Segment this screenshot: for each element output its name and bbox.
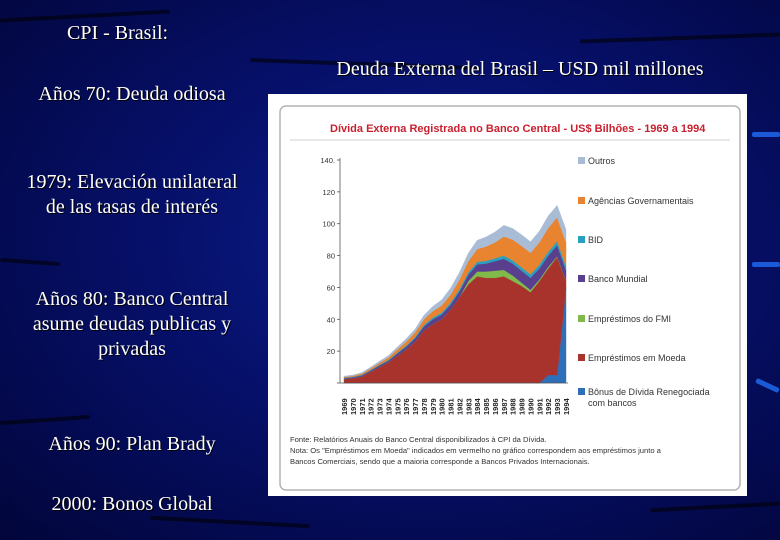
- x-tick-label: 1971: [358, 398, 367, 415]
- x-tick-label: 1974: [384, 397, 393, 415]
- x-tick-label: 1984: [473, 397, 482, 415]
- legend-swatch: [578, 388, 585, 395]
- x-tick-label: 1973: [376, 398, 385, 415]
- y-tick-label: 20: [327, 347, 335, 356]
- x-tick-label: 1989: [518, 398, 527, 415]
- legend-swatch: [578, 315, 585, 322]
- series-area-outros: [343, 205, 567, 378]
- chart-title: Dívida Externa Registrada no Banco Centr…: [330, 123, 706, 135]
- x-tick-label: 1980: [438, 398, 447, 415]
- background-streak: [150, 515, 310, 529]
- legend-label: Empréstimos em Moeda: [588, 353, 686, 363]
- background-streak: [579, 32, 780, 44]
- legend-swatch: [578, 197, 585, 204]
- bullet-item: Años 90: Plan Brady: [48, 433, 216, 455]
- y-tick-label: 140.: [320, 156, 335, 165]
- chart-legend: Outros Agências Governamentais BID Banco Mu…: [578, 156, 710, 408]
- y-tick-label: 60: [327, 283, 335, 292]
- bullet-item: 1979: Elevación unilateral de las tasas …: [26, 171, 238, 218]
- y-tick-label: 120: [322, 188, 335, 197]
- x-tick-label: 1987: [500, 398, 509, 415]
- legend-swatch: [578, 157, 585, 164]
- bullet-item: 2000: Bonos Global: [51, 493, 213, 515]
- x-tick-label: 1983: [464, 398, 473, 415]
- x-tick-label: 1985: [482, 398, 491, 415]
- background-streak: [649, 501, 780, 513]
- y-tick-label: 100: [322, 220, 335, 229]
- x-tick-label: 1972: [367, 398, 376, 415]
- legend-label: Agências Governamentais: [588, 196, 694, 206]
- background-streak: [0, 9, 170, 23]
- legend-label: Banco Mundial: [588, 274, 648, 284]
- x-tick-label: 1977: [411, 398, 420, 415]
- chart-note-line: Fonte: Relatórios Anuais do Banco Centra…: [290, 435, 547, 444]
- x-tick-label: 1979: [429, 398, 438, 415]
- legend-label: Empréstimos do FMI: [588, 314, 671, 324]
- bullet-item: Años 80: Banco Central asume deudas publ…: [32, 288, 232, 360]
- x-tick-label: 1969: [340, 398, 349, 415]
- background-streak: [755, 377, 780, 394]
- background-streak: [752, 262, 780, 267]
- legend-swatch: [578, 236, 585, 243]
- y-tick-label: 80: [327, 252, 335, 261]
- x-tick-label: 1970: [349, 398, 358, 415]
- x-tick-label: 1992: [544, 398, 553, 415]
- legend-swatch: [578, 354, 585, 361]
- legend-label: Bônus de Dívida Renegociada: [588, 387, 710, 397]
- bullet-item: Años 70: Deuda odiosa: [38, 83, 226, 105]
- chart-note-line: Nota: Os "Empréstimos em Moeda" indicado…: [290, 446, 662, 455]
- x-tick-label: 1994: [562, 397, 571, 415]
- legend-label: com bancos: [588, 398, 637, 408]
- background-streak: [0, 414, 91, 426]
- x-tick-label: 1990: [526, 398, 535, 415]
- debt-area-chart: Dívida Externa Registrada no Banco Centr…: [279, 105, 741, 491]
- x-tick-label: 1986: [491, 398, 500, 415]
- x-tick-label: 1976: [402, 398, 411, 415]
- slide-title: CPI - Brasil:: [67, 22, 169, 44]
- legend-label: BID: [588, 235, 604, 245]
- x-tick-label: 1991: [535, 398, 544, 415]
- chart-heading: Deuda Externa del Brasil – USD mil millo…: [336, 58, 704, 80]
- x-tick-label: 1988: [509, 398, 518, 415]
- chart-note-line: Bancos Comerciais, sendo que a maioria c…: [290, 457, 590, 466]
- x-tick-label: 1982: [455, 398, 464, 415]
- x-tick-label: 1981: [447, 398, 456, 415]
- chart-panel: Dívida Externa Registrada no Banco Centr…: [268, 94, 747, 496]
- legend-label: Outros: [588, 156, 616, 166]
- background-streak: [0, 257, 61, 267]
- background-streak: [752, 132, 780, 137]
- x-tick-label: 1975: [393, 398, 402, 415]
- x-tick-label: 1993: [553, 398, 562, 415]
- legend-swatch: [578, 275, 585, 282]
- y-tick-label: 40: [327, 315, 335, 324]
- x-tick-label: 1978: [420, 398, 429, 415]
